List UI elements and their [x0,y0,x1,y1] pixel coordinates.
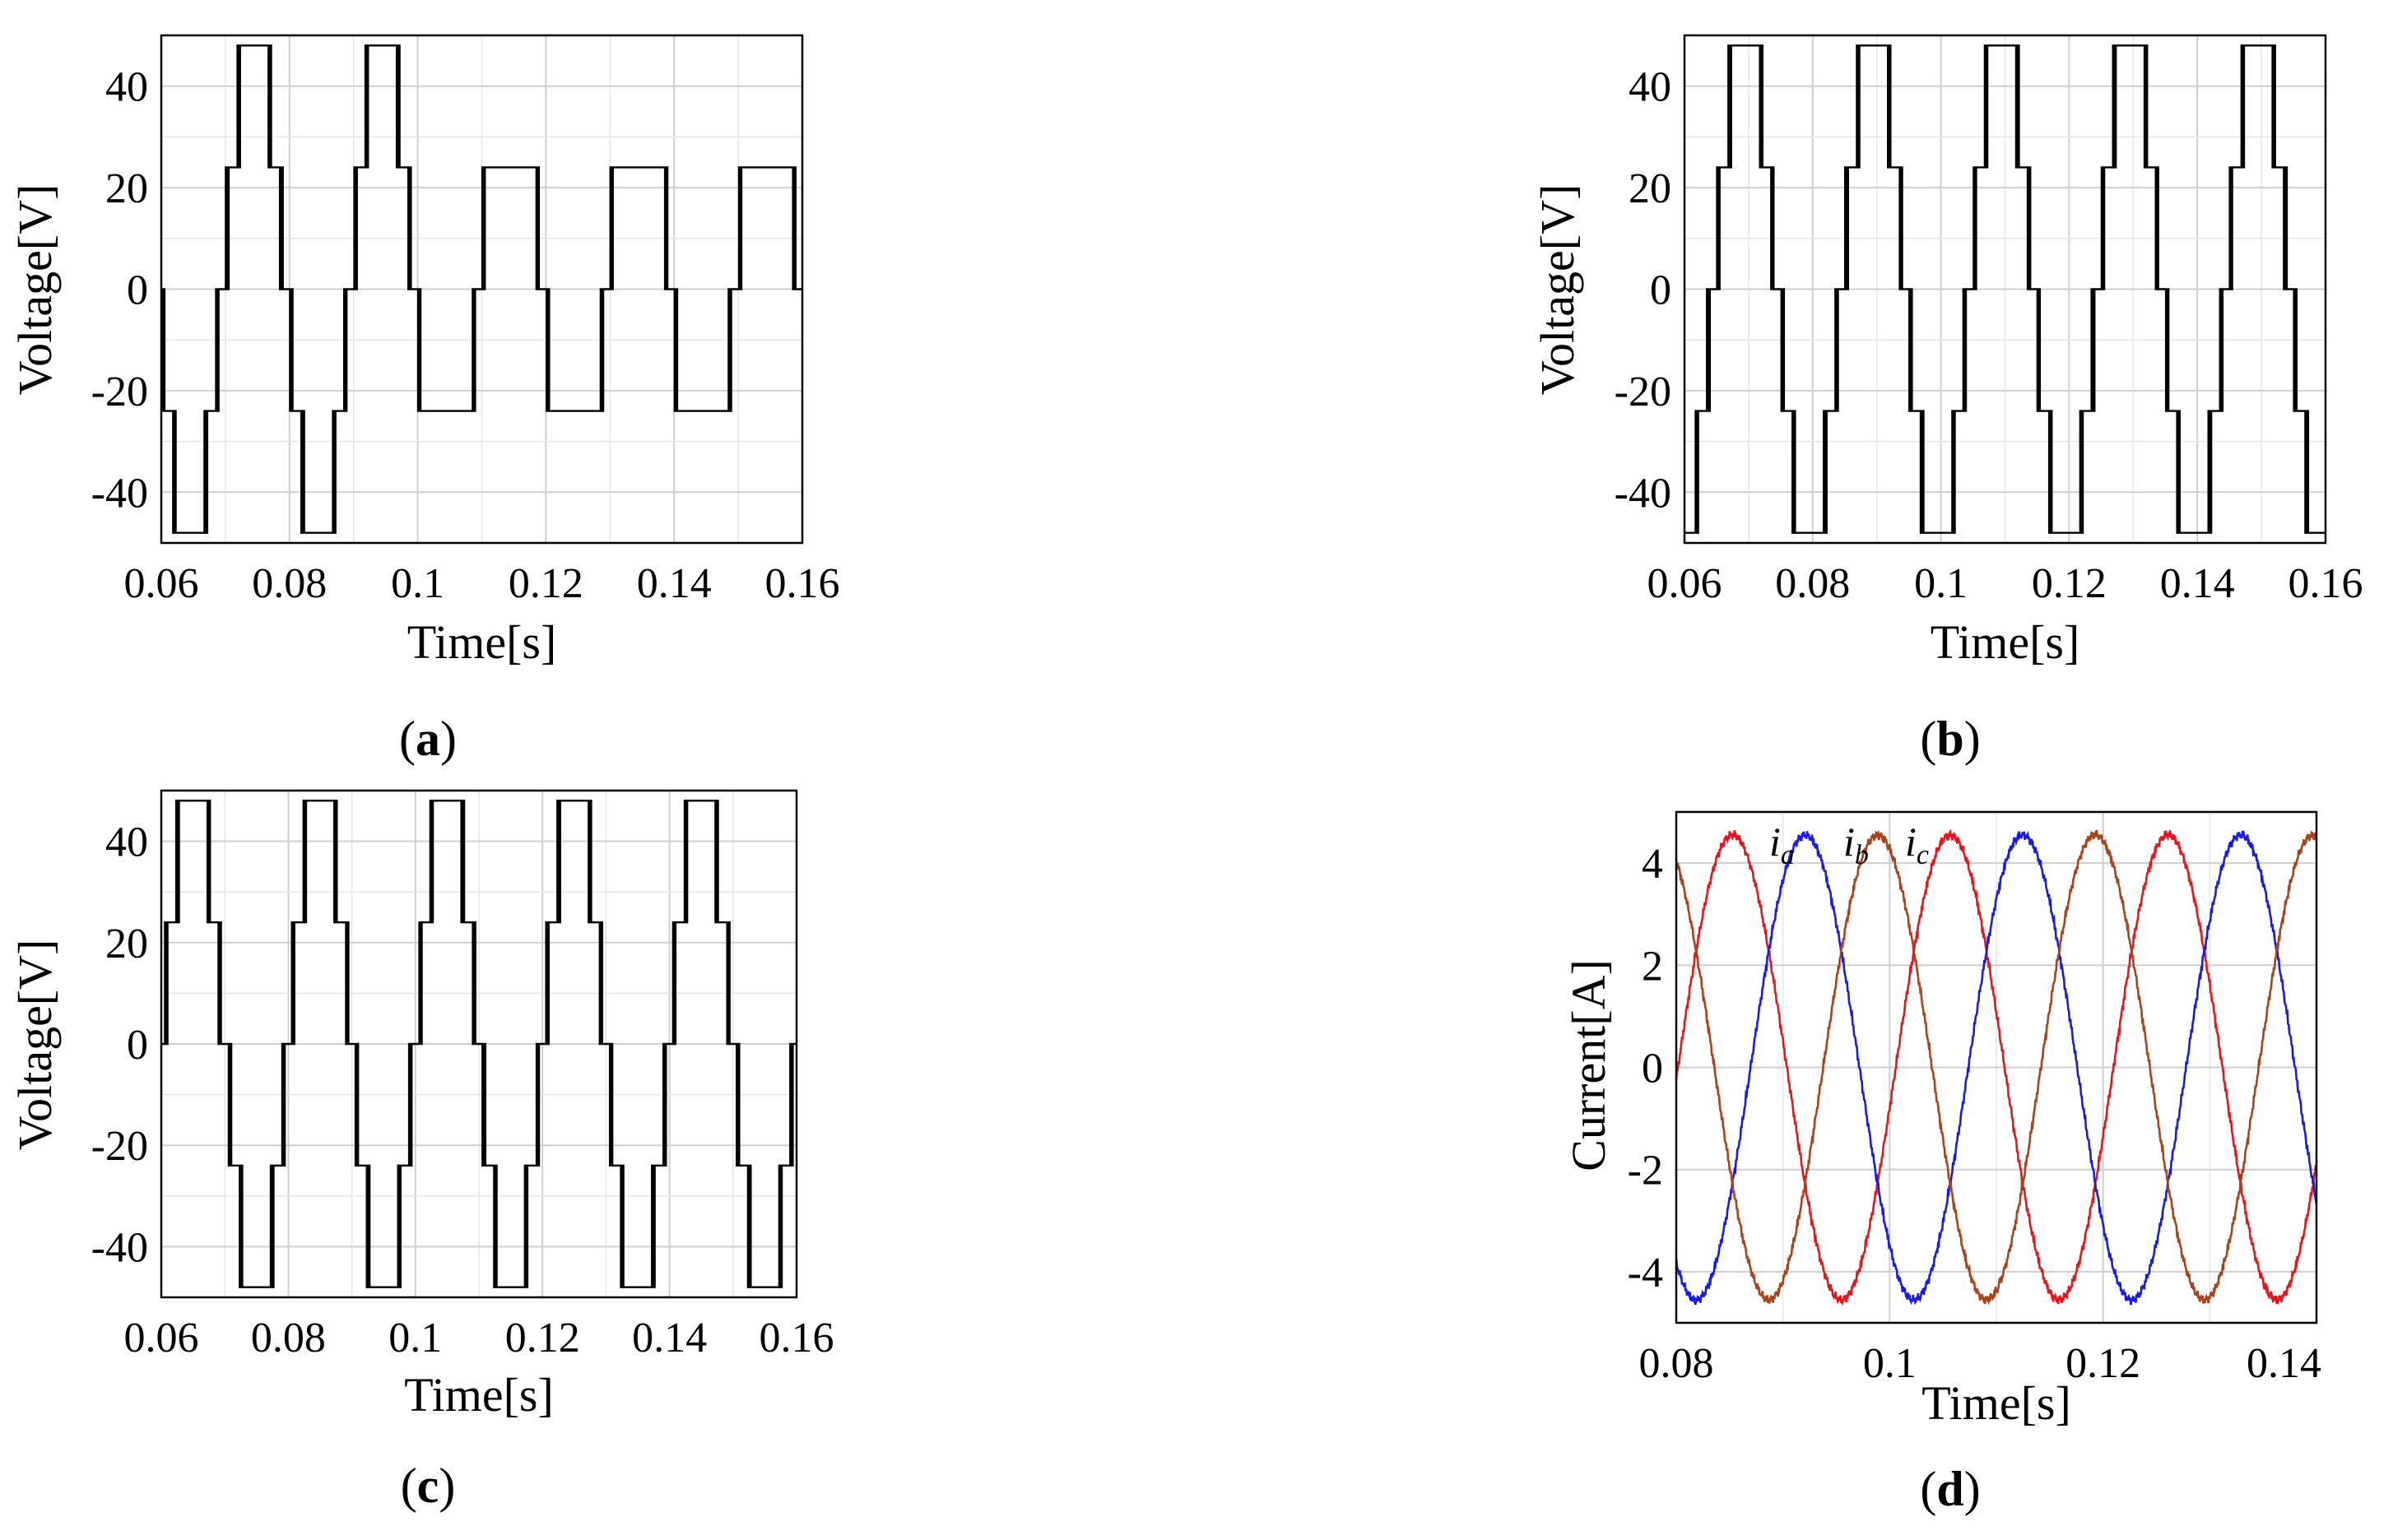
y-tick-label: 4 [1642,841,1663,888]
x-tick-label: 0.06 [124,1315,199,1361]
y-tick-label: -20 [1615,369,1671,415]
x-tick-label: 0.06 [124,560,199,607]
axes-frame [1675,810,2318,1324]
x-axis-label: Time[s] [1921,1376,2071,1430]
y-tick-label: 20 [105,165,148,212]
axes-frame [160,789,798,1299]
x-tick-label: 0.1 [391,560,444,607]
y-tick-label: -20 [91,369,148,415]
x-tick-label: 0.14 [2160,560,2235,607]
x-tick-label: 0.08 [251,1315,326,1361]
y-tick-label: -4 [1628,1250,1663,1296]
panel-caption: (a) [399,712,457,766]
panel-d: 0.08 0.1 0.12 0.14 4 2 0 -2 -4 Time[s] Current[A] (… [1562,810,2321,1516]
y-tick-label: 20 [105,921,148,967]
voltage-series-line [161,44,802,534]
y-tick-label: 20 [1629,165,1671,212]
current-series-line-a [1676,828,2316,1306]
y-tick-label: 2 [1642,943,1663,990]
panel-caption: (d) [1920,1462,1980,1516]
panel-caption: (c) [401,1459,456,1513]
y-axis-label: Voltage[V] [1531,184,1584,396]
x-tick-label: 0.1 [388,1315,442,1361]
plot-area-b [1684,44,2326,534]
y-tick-label: -2 [1628,1148,1663,1194]
legend-label-a: ia [1769,819,1795,870]
x-axis-label: Time[s] [1931,615,2080,669]
y-tick-label: -40 [91,1224,148,1271]
y-tick-label: 40 [1629,64,1671,111]
panel-c: 0.06 0.08 0.1 0.12 0.14 0.16 40 20 0 -20 -40 Time[s… [8,789,834,1513]
x-tick-label: 0.12 [2065,1340,2140,1387]
current-series-line-c [1676,829,2316,1306]
x-axis-label: Time[s] [407,615,557,669]
y-axis-label: Current[A] [1562,959,1615,1171]
y-tick-label: 40 [105,819,148,866]
y-tick-label: 0 [1642,1046,1663,1092]
y-tick-label: -40 [91,470,148,517]
x-tick-label: 0.14 [637,560,712,607]
legend-label-b: ib [1843,819,1869,870]
y-tick-label: 40 [105,64,148,111]
x-tick-label: 0.12 [505,1315,580,1361]
legend-label-c: ic [1905,819,1929,870]
current-series-line-b [1676,830,2316,1306]
x-axis-label: Time[s] [404,1368,554,1422]
x-tick-label: 0.16 [765,560,840,607]
plot-area-d [1676,828,2316,1306]
x-tick-label: 0.08 [252,560,327,607]
y-tick-label: 0 [127,1022,148,1069]
x-tick-label: 0.12 [509,560,583,607]
panel-a: 0.06 0.08 0.1 0.12 0.14 0.16 40 20 0 -20 -40 Time[s… [8,34,840,766]
x-tick-label: 0.08 [1639,1340,1714,1387]
y-tick-label: 0 [1650,267,1671,314]
x-tick-label: 0.16 [760,1315,834,1361]
x-tick-label: 0.1 [1863,1340,1917,1387]
y-axis-label: Voltage[V] [8,184,62,396]
x-tick-label: 0.06 [1647,560,1722,607]
y-tick-label: 0 [127,267,148,314]
y-tick-label: -40 [1615,470,1671,517]
plot-area-a [161,44,802,534]
voltage-series-line [1684,44,2326,534]
x-tick-label: 0.14 [632,1315,707,1361]
x-tick-label: 0.14 [2247,1340,2321,1387]
axes-frame [160,34,804,545]
x-tick-label: 0.16 [2288,560,2363,607]
plot-area-c [161,800,797,1288]
voltage-series-line [161,800,797,1288]
x-tick-label: 0.08 [1775,560,1850,607]
x-tick-label: 0.1 [1914,560,1968,607]
y-axis-label: Voltage[V] [8,939,62,1151]
panel-caption: (b) [1920,712,1980,766]
axes-frame [1683,34,2327,545]
y-tick-label: -20 [91,1123,148,1170]
panel-b: 0.06 0.08 0.1 0.12 0.14 0.16 40 20 0 -20 -40 Time[s… [1531,34,2363,766]
x-tick-label: 0.12 [2032,560,2107,607]
